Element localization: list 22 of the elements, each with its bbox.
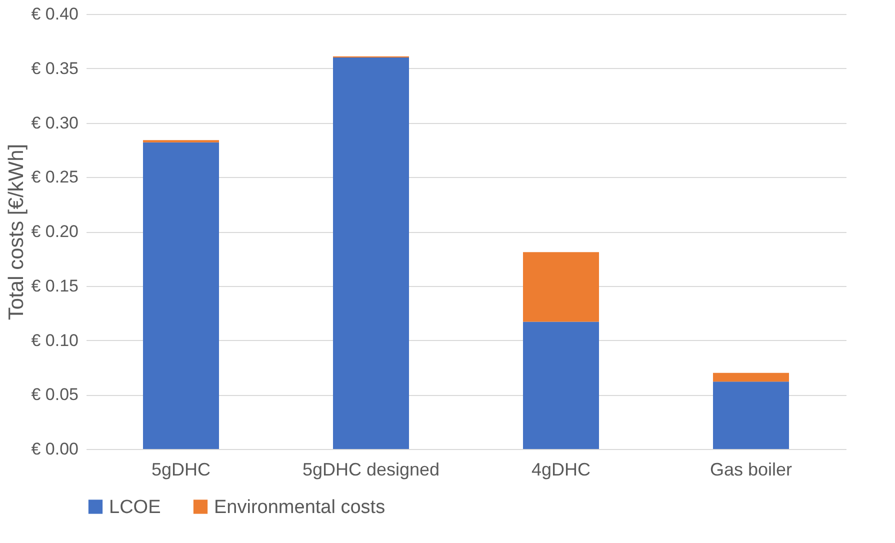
bar <box>333 58 409 449</box>
y-tick-label: € 0.40 <box>31 4 78 24</box>
x-tick-label: Gas boiler <box>710 460 792 480</box>
bar <box>143 142 219 449</box>
y-axis-title: Total costs [€/kWh] <box>5 144 28 320</box>
bar <box>523 322 599 449</box>
legend-label: LCOE <box>109 496 161 518</box>
x-tick-label: 4gDHC <box>531 460 591 480</box>
y-tick-label: € 0.25 <box>31 168 78 187</box>
bar <box>713 382 789 449</box>
bar <box>523 252 599 322</box>
y-tick-label: € 0.00 <box>31 440 78 458</box>
y-tick-label: € 0.05 <box>31 385 78 404</box>
y-tick-label: € 0.30 <box>31 113 78 132</box>
y-tick-label: € 0.20 <box>31 222 78 241</box>
bar <box>713 372 789 382</box>
legend-label: Environmental costs <box>214 496 386 518</box>
x-tick-label: 5gDHC <box>151 460 211 480</box>
y-tick-label: € 0.15 <box>31 276 78 296</box>
y-tick-label: € 0.35 <box>31 58 78 78</box>
x-tick-label: 5gDHC designed <box>302 460 440 480</box>
y-tick-label: € 0.10 <box>31 330 78 350</box>
